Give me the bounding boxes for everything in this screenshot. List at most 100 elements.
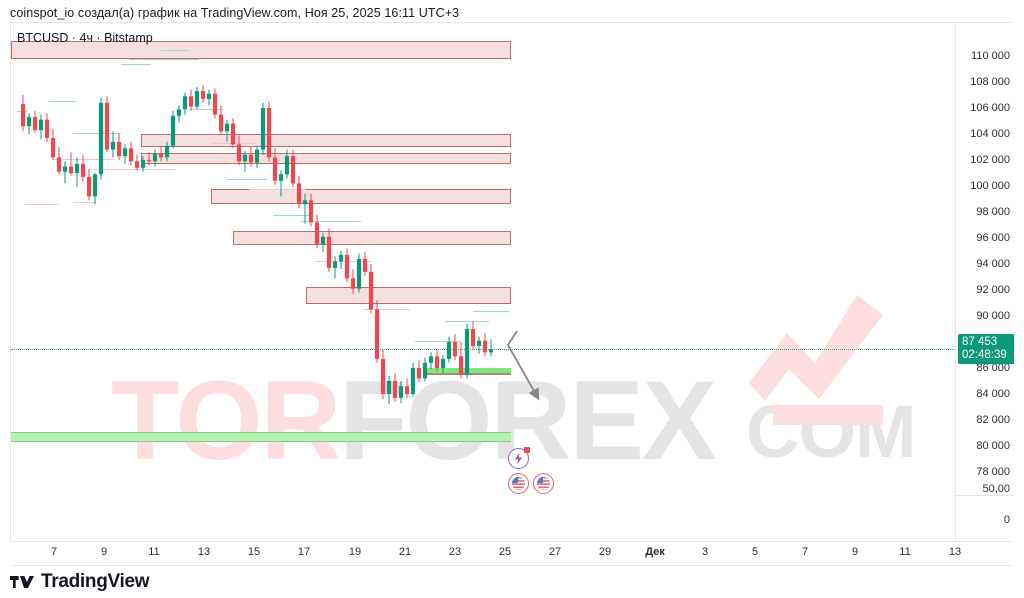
pivot-level-line [121,64,151,66]
candlestick [206,89,212,106]
candlestick [218,105,224,136]
candlestick [92,173,98,205]
candlestick [194,87,200,110]
time-tick: 7 [801,546,809,558]
current-price-value: 87 453 [962,336,998,349]
candlestick [254,145,260,168]
candlestick [464,323,470,379]
candlestick [380,349,386,400]
supply-zone-4[interactable] [211,189,511,204]
us-flag-event-icon-2[interactable] [533,473,554,494]
time-axis[interactable]: 7 9 11 13 15 17 19 21 23 25 27 29 Дек 3 5 7 9 11 13 [10,542,1014,566]
candlestick [410,362,416,397]
candlestick [182,92,188,115]
candlestick [38,114,44,140]
candlestick [302,193,308,224]
candlestick [104,96,110,153]
candlestick [434,349,440,372]
supply-zone-3[interactable] [141,153,511,164]
candlestick [356,253,362,293]
pivot-level-line [93,169,175,171]
candlestick [296,175,302,209]
candlestick [284,149,290,179]
time-tick: 13 [197,546,211,558]
candlestick [242,150,248,172]
candlestick [326,228,332,272]
drawings-layer[interactable] [11,23,955,520]
price-tick: 90 000 [976,310,1010,322]
price-tick: 0 [1003,514,1010,526]
price-tick: 50,00 [982,483,1010,495]
pivot-level-line [49,101,77,103]
pivot-level-line [445,321,489,323]
price-axis[interactable]: 110 000 108 000 106 000 104 000 102 000 100 0… [955,23,1014,541]
us-flag-event-icon-1[interactable] [508,473,529,494]
bar-countdown: 02:48:39 [962,349,1007,362]
time-tick: 19 [348,546,362,558]
candlestick [110,131,116,158]
candlestick [272,148,278,185]
time-tick: 11 [148,546,160,558]
candlestick [62,161,68,184]
current-price-badge: 87 453 02:48:39 [958,334,1014,365]
candlestick [362,252,368,276]
candlestick [68,152,74,176]
attribution-text: coinspot_io создал(а) график на TradingV… [10,6,460,20]
candlestick [278,170,284,197]
candlestick [266,101,272,162]
time-tick: 9 [100,546,108,558]
price-tick: 108 000 [970,76,1010,88]
price-tick: 82 000 [976,414,1010,426]
candlestick [50,128,56,160]
candlestick [350,269,356,294]
pivot-level-line [249,189,305,191]
candlestick [170,110,176,149]
price-tick: 98 000 [976,206,1010,218]
candlestick [314,214,320,249]
candlestick [488,339,494,357]
pivot-level-line [53,159,115,161]
candlestick [56,147,62,175]
candlestick [260,102,266,155]
lightning-event-icon[interactable] [508,447,530,469]
pivot-level-line [415,341,461,343]
time-tick: 23 [448,546,462,558]
supply-zone-5[interactable] [233,231,511,245]
candlestick [332,256,338,279]
pivot-level-line [129,59,199,61]
time-tick: 3 [701,546,709,558]
candlestick [428,352,434,370]
candlestick [470,321,476,350]
candlestick [344,248,350,283]
candlestick [224,119,230,142]
price-tick: 94 000 [976,258,1010,270]
candlestick [290,149,296,188]
supply-zone-1[interactable] [11,41,511,59]
down-arrow-drawing[interactable] [506,330,540,401]
symbol-legend[interactable]: BTCUSD · 4ч · Bitstamp [17,31,153,45]
price-tick: 80 000 [976,440,1010,452]
candlestick [158,147,164,162]
price-tick: 96 000 [976,232,1010,244]
pivot-level-line [473,311,509,313]
candlestick [200,84,206,103]
candlestick [308,193,314,227]
demand-band[interactable] [11,432,511,442]
time-tick: 15 [247,546,261,558]
candlestick [80,154,86,183]
chart-plot-area[interactable]: TOR FOREX COM [11,23,955,520]
candlestick [386,375,392,405]
candlestick [152,149,158,167]
pivot-level-line [363,309,411,311]
candlestick [116,134,122,160]
candlestick [146,152,152,166]
tradingview-brand-name: TradingView [41,571,150,592]
candlestick [374,300,380,363]
price-tick: 100 000 [970,180,1010,192]
candlestick [74,157,80,188]
price-tick: 106 000 [970,102,1010,114]
time-tick: Дек [645,546,665,558]
supply-zone-6[interactable] [306,287,511,304]
candlestick [248,147,254,167]
